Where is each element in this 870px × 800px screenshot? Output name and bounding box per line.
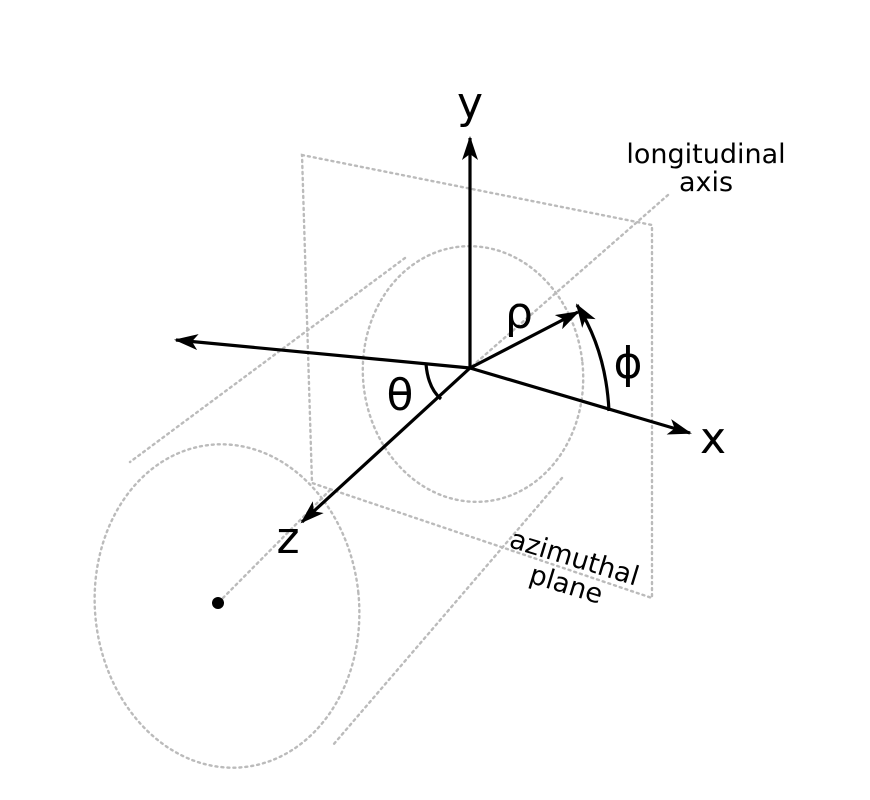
longitudinal-axis-label-line2: axis — [679, 167, 733, 198]
theta-arc — [424, 363, 443, 401]
guides — [93, 153, 670, 769]
labels: y x z ρ ϕ θ longitudinal axis azimuthal … — [276, 78, 785, 611]
phi-arc-arrow — [575, 303, 611, 412]
longitudinal-axis-line-lower — [216, 488, 332, 605]
origin-circle — [361, 244, 585, 504]
phi-label: ϕ — [613, 338, 642, 389]
x-axis-arrow — [469, 366, 692, 435]
longitudinal-axis-line — [468, 193, 670, 370]
rho-label: ρ — [505, 288, 533, 339]
x-axis-label: x — [700, 413, 726, 464]
y-axis-label: y — [457, 78, 483, 129]
z-axis-label: z — [276, 513, 299, 564]
longitudinal-axis-label-line1: longitudinal — [626, 139, 785, 170]
z-axis-arrow — [300, 366, 472, 524]
cylinder-end-center-dot — [212, 597, 224, 609]
theta-label: θ — [387, 370, 414, 421]
cylinder-edge-top — [128, 256, 407, 464]
negative-x-axis-arrow — [174, 334, 471, 370]
azimuthal-plane-outline — [300, 153, 654, 600]
axes — [174, 136, 692, 609]
cylinder-edge-bottom — [331, 476, 564, 747]
rho-vector-arrow — [469, 310, 580, 370]
end-circle — [93, 443, 361, 769]
